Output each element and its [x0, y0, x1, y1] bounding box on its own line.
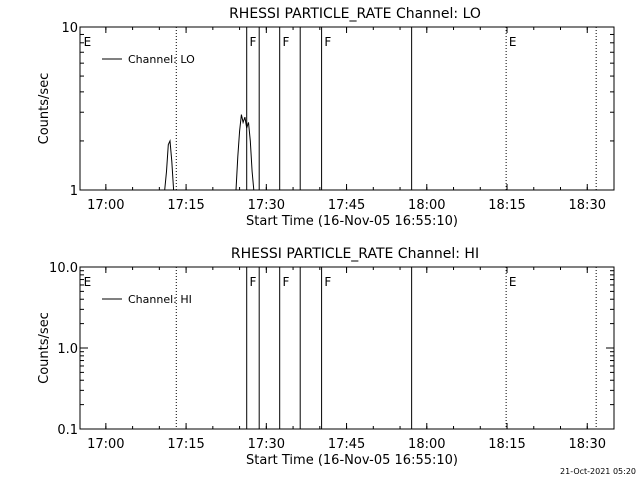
event-marker-label: F — [324, 275, 331, 289]
chart-title: RHESSI PARTICLE_RATE Channel: LO — [229, 6, 481, 22]
y-tick-label: 10 — [61, 21, 78, 36]
y-axis-label: Counts/sec — [37, 312, 52, 384]
y-tick-label: 1 — [70, 184, 78, 199]
event-marker-label: E — [509, 275, 517, 289]
y-tick-label: 1.0 — [57, 342, 78, 357]
event-marker-label: E — [84, 35, 92, 49]
x-tick-label: 18:00 — [408, 198, 445, 213]
y-tick-label: 10.0 — [49, 261, 78, 276]
legend-label: Channel: LO — [128, 53, 195, 66]
x-tick-label: 18:15 — [488, 437, 525, 452]
x-tick-label: 17:15 — [167, 198, 204, 213]
series-line — [164, 114, 255, 191]
y-tick-label: 0.1 — [57, 423, 78, 438]
x-tick-label: 18:30 — [569, 437, 606, 452]
event-marker-label: E — [84, 275, 92, 289]
x-tick-label: 17:45 — [328, 198, 365, 213]
x-tick-label: 17:00 — [87, 198, 124, 213]
event-marker-label: F — [249, 275, 256, 289]
y-axis-label: Counts/sec — [37, 73, 52, 145]
chart-panel-hi: RHESSI PARTICLE_RATE Channel: HI 17:00 17:… — [37, 246, 615, 468]
x-tick-label: 17:15 — [167, 437, 204, 452]
plot-frame — [79, 266, 615, 430]
x-tick-label: 18:15 — [488, 198, 525, 213]
x-tick-label: 17:30 — [248, 198, 285, 213]
chart-panel-lo: RHESSI PARTICLE_RATE Channel: LO 17:00 17:… — [37, 6, 615, 229]
event-marker-label: F — [282, 275, 289, 289]
x-tick-label: 18:30 — [569, 198, 606, 213]
x-tick-label: 17:45 — [328, 437, 365, 452]
x-tick-label: 17:00 — [87, 437, 124, 452]
event-marker-label: F — [324, 35, 331, 49]
x-axis-label: Start Time (16-Nov-05 16:55:10) — [246, 214, 458, 229]
legend-label: Channel: HI — [128, 293, 192, 306]
event-marker-label: F — [282, 35, 289, 49]
plot-frame — [79, 26, 615, 191]
generated-timestamp: 21-Oct-2021 05:20 — [560, 467, 636, 476]
x-tick-label: 17:30 — [248, 437, 285, 452]
event-marker-label: E — [509, 35, 517, 49]
x-tick-label: 18:00 — [408, 437, 445, 452]
event-marker-label: F — [249, 35, 256, 49]
x-axis-label: Start Time (16-Nov-05 16:55:10) — [246, 453, 458, 468]
chart-title: RHESSI PARTICLE_RATE Channel: HI — [231, 246, 479, 262]
